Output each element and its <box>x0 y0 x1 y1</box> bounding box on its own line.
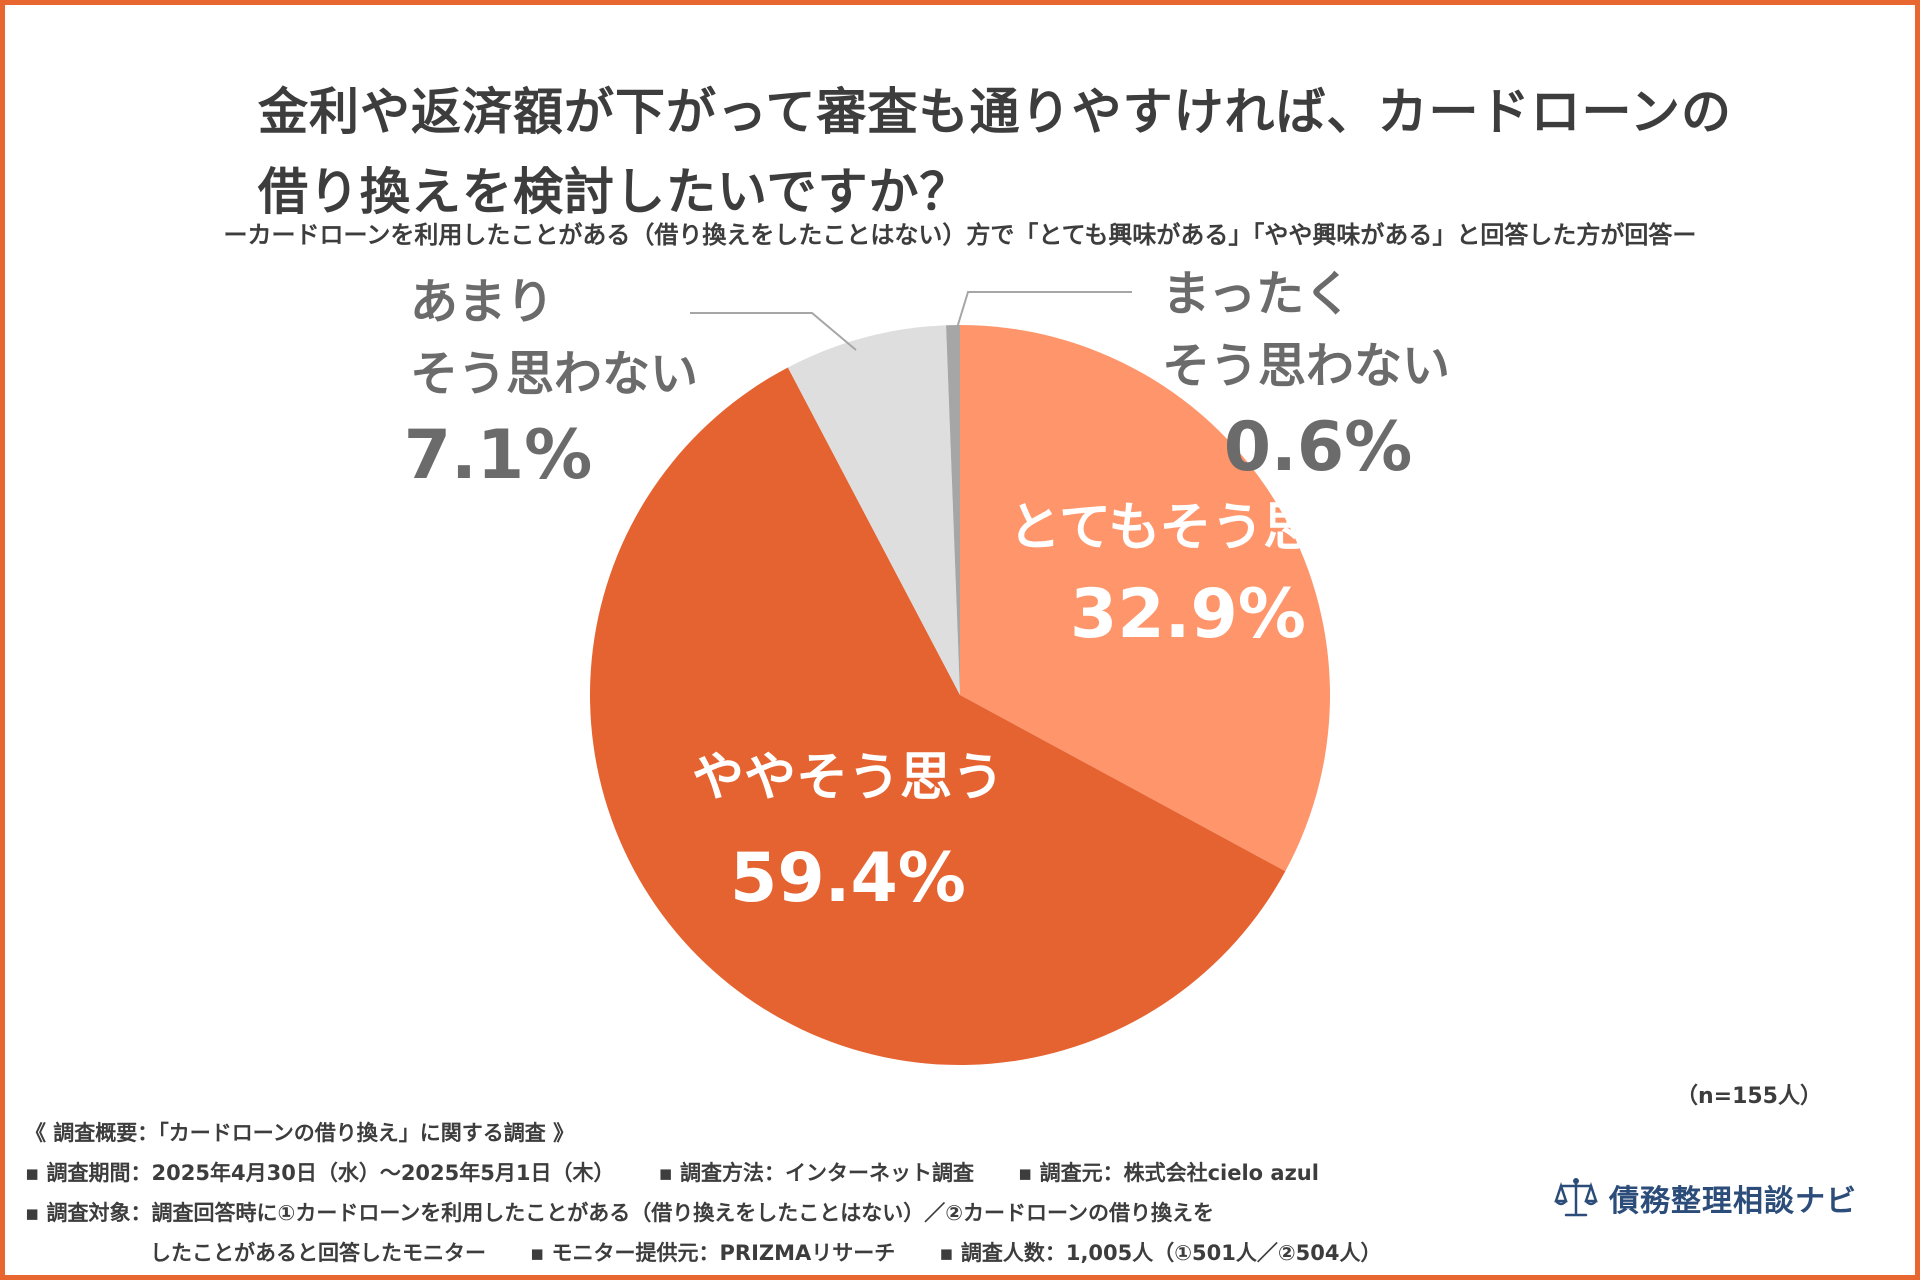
sample-size-label: （n=155人） <box>1675 1084 1822 1109</box>
pie-slice-3 <box>946 325 960 695</box>
slice-label-0-line-0: とてもそう思う <box>1009 498 1368 558</box>
chart-title: 金利や返済額が下がって審査も通りやすければ、カードローンの 借り換えを検討したい… <box>258 72 1732 232</box>
notes-period: ▪ 調査期間：2025年4月30日（水）～2025年5月1日（木） <box>25 1161 615 1185</box>
slice-value-label-0: 32.9% <box>1070 575 1306 654</box>
leader-line-3 <box>956 291 1132 329</box>
slice-value-label-1: 59.4% <box>730 839 966 918</box>
chart-title-line1: 金利や返済額が下がって審査も通りやすければ、カードローンの <box>258 83 1732 141</box>
notes-target-line1: ▪ 調査対象：調査回答時に①カードローンを利用したことがある（借り換えをしたこと… <box>25 1201 1214 1225</box>
survey-notes: 《 調査概要：「カードローンの借り換え」に関する調査 》 ▪ 調査期間：2025… <box>25 1113 1382 1273</box>
notes-target-line2: したことがあると回答したモニター <box>150 1241 486 1265</box>
notes-method: ▪ 調査方法：インターネット調査 <box>658 1161 975 1185</box>
slice-label-1-line-0: ややそう思う <box>692 748 1004 808</box>
notes-row-2: ▪ 調査期間：2025年4月30日（水）～2025年5月1日（木） ▪ 調査方法：… <box>25 1153 1382 1193</box>
notes-source: ▪ 調査元：株式会社cielo azul <box>1018 1161 1319 1185</box>
pie-slice-2 <box>787 325 960 695</box>
slice-label-3-line-0: まったく <box>1162 266 1352 322</box>
slice-label-3-line-1: そう思わない <box>1162 338 1450 394</box>
chart-subtitle: ーカードローンを利用したことがある（借り換えをしたことはない）方で「とても興味が… <box>223 221 1697 249</box>
slice-value-label-3: 0.6% <box>1224 408 1413 487</box>
notes-heading: 《 調査概要：「カードローンの借り換え」に関する調査 》 <box>25 1121 575 1145</box>
pie-slice-0 <box>960 325 1330 872</box>
chart-title-line2: 借り換えを検討したいですか？ <box>258 163 971 221</box>
slice-value-label-2: 7.1% <box>404 416 593 495</box>
scales-icon <box>1554 1178 1598 1217</box>
leader-line-2 <box>690 312 857 351</box>
slice-label-2-line-0: あまり <box>410 274 554 330</box>
slice-label-2-line-1: そう思わない <box>410 346 698 402</box>
logo-text: 債務整理相談ナビ <box>1609 1184 1857 1219</box>
notes-provider: ▪ モニター提供元：PRIZMAリサーチ <box>530 1241 896 1265</box>
notes-respondents: ▪ 調査人数：1,005人（①501人／②504人） <box>939 1241 1382 1265</box>
notes-row-4: したことがあると回答したモニター ▪ モニター提供元：PRIZMAリサーチ ▪ 調査… <box>25 1233 1382 1273</box>
brand-logo: 債務整理相談ナビ <box>1553 1175 1857 1221</box>
pie-slice-1 <box>590 367 1286 1065</box>
